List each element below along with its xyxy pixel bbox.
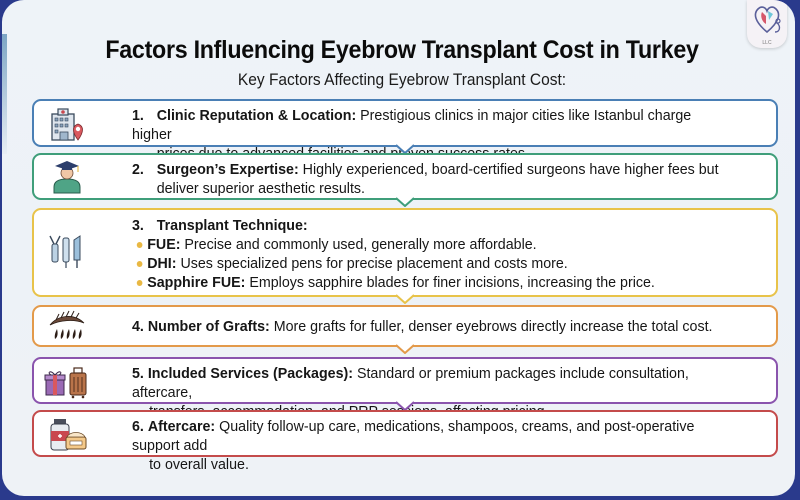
technique-bullet-dhi: DHI: Uses specialized pens for precise p… xyxy=(132,254,734,273)
bullet-dot xyxy=(136,280,143,286)
surgical-tools-icon xyxy=(46,232,86,277)
frame-edge xyxy=(2,34,7,154)
factor-card-transplant-technique: 3. Transplant Technique: FUE: Precise and… xyxy=(32,208,778,297)
page-title: Factors Influencing Eyebrow Transplant C… xyxy=(105,36,699,64)
factor-text: 6. Aftercare: Quality follow-up care, me… xyxy=(132,418,695,473)
bullet-dot xyxy=(136,261,143,267)
factor-text: 4. Number of Grafts: More grafts for ful… xyxy=(132,318,713,335)
technique-bullet-sapphire-fue: Sapphire FUE: Employs sapphire blades fo… xyxy=(132,273,734,292)
technique-bullet-fue: FUE: Precise and commonly used, generall… xyxy=(132,235,734,254)
heart-stethoscope-logo-icon xyxy=(754,6,781,34)
factor-card-number-of-grafts: 4. Number of Grafts: More grafts for ful… xyxy=(32,305,778,347)
connector-arrow xyxy=(396,344,414,354)
gift-luggage-icon xyxy=(44,365,90,404)
page-subtitle: Key Factors Affecting Eyebrow Transplant… xyxy=(237,71,567,89)
factor-card-included-services: 5. Included Services (Packages): Standar… xyxy=(32,357,778,420)
bullet-dot xyxy=(136,242,143,248)
logo-caption: LLC xyxy=(762,40,772,46)
factor-card-surgeon-expertise: 2. Surgeon’s Expertise: Highly experience… xyxy=(32,153,778,200)
connector-arrow xyxy=(396,197,414,207)
hospital-location-icon xyxy=(46,106,86,147)
factor-card-aftercare: 6. Aftercare: Quality follow-up care, me… xyxy=(32,410,778,473)
eyebrow-grafts-icon xyxy=(46,309,88,348)
medication-cream-icon xyxy=(48,417,88,458)
factor-text: 3. Transplant Technique: FUE: Precise and… xyxy=(132,216,734,292)
factor-card-clinic-reputation: 1. Clinic Reputation & Location: Prestigi… xyxy=(32,99,778,162)
connector-arrow xyxy=(396,294,414,304)
factor-text: 2. Surgeon’s Expertise: Highly experience… xyxy=(132,161,719,197)
brand-logo: LLC xyxy=(747,0,787,48)
surgeon-graduate-icon xyxy=(50,159,84,200)
